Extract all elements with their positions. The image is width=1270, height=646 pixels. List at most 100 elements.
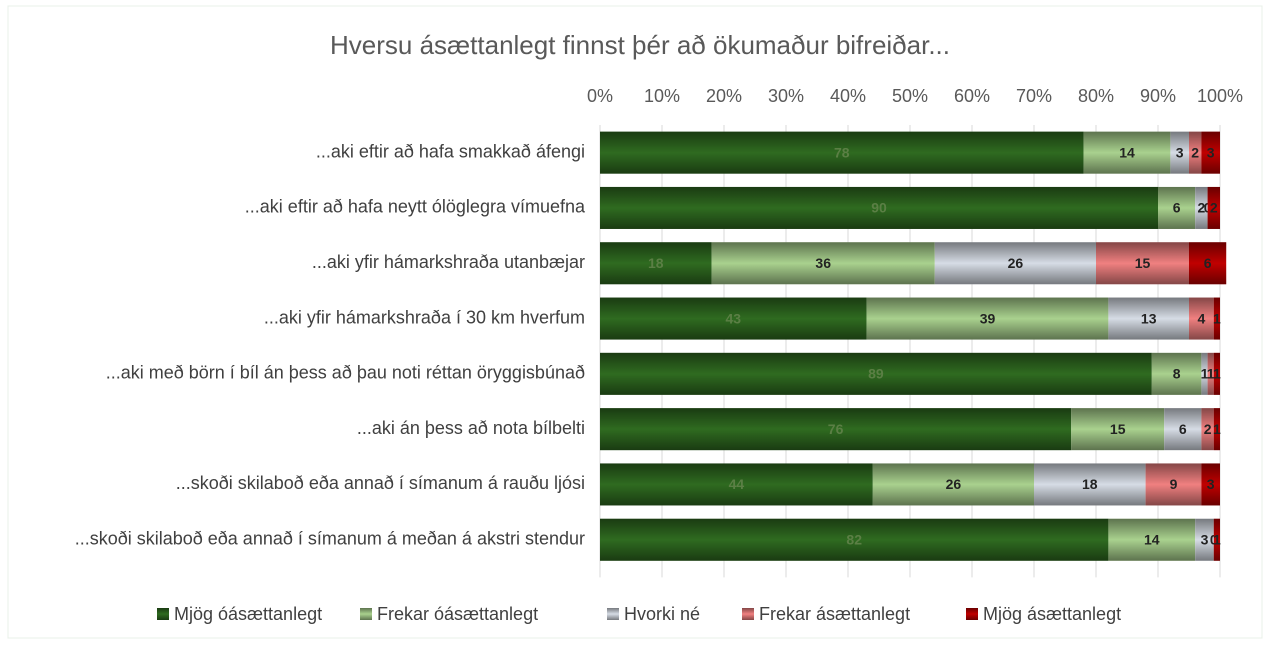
bar-shade: [1096, 242, 1189, 285]
data-label: 3: [1207, 144, 1215, 160]
category-label: ...aki yfir hámarkshraða utanbæjar: [312, 252, 585, 272]
legend-label: Mjög óásættanlegt: [174, 604, 322, 624]
data-label: 3: [1207, 476, 1215, 492]
bar-shade: [600, 297, 867, 340]
bar-shade: [1189, 131, 1202, 174]
bar-shade: [1145, 463, 1202, 506]
bar-shade: [1195, 518, 1214, 561]
bar-shade: [1108, 297, 1189, 340]
data-label: 26: [1008, 255, 1024, 271]
legend-swatch-shade: [157, 608, 169, 620]
bar-shade: [1170, 131, 1189, 174]
category-label: ...aki eftir að hafa neytt ólöglegra vím…: [245, 197, 586, 217]
data-label: 6: [1179, 421, 1187, 437]
data-label: 90: [871, 200, 887, 216]
x-tick-label: 50%: [892, 86, 928, 106]
category-label: ...aki yfir hámarkshraða í 30 km hverfum: [264, 307, 585, 327]
data-label: 78: [834, 144, 850, 160]
bar-shade: [1189, 242, 1227, 285]
bar-shade: [1207, 186, 1220, 229]
bar-shade: [1201, 463, 1220, 506]
data-label: 14: [1119, 144, 1135, 160]
bar-shade: [600, 518, 1109, 561]
category-label: ...skoði skilaboð eða annað í símanum á …: [75, 529, 585, 549]
data-label: 13: [1141, 310, 1157, 326]
data-label: 76: [828, 421, 844, 437]
x-tick-label: 100%: [1197, 86, 1243, 106]
legend-label: Hvorki né: [624, 604, 700, 624]
x-tick-label: 80%: [1078, 86, 1114, 106]
data-label: 15: [1135, 255, 1151, 271]
legend-swatch-shade: [966, 608, 978, 620]
data-label: 8: [1173, 366, 1181, 382]
bar-shade: [1108, 518, 1196, 561]
bar-shade: [1071, 408, 1165, 451]
bar-shade: [1201, 408, 1214, 451]
bar-shade: [1151, 352, 1202, 395]
x-tick-label: 60%: [954, 86, 990, 106]
bar-shade: [1213, 408, 1220, 451]
data-label: 26: [946, 476, 962, 492]
data-label: 1: [1201, 366, 1209, 382]
bar-shade: [600, 242, 712, 285]
bar-shade: [1201, 352, 1208, 395]
data-label: 1: [1213, 366, 1221, 382]
data-label: 14: [1144, 531, 1160, 547]
category-label: ...aki með börn í bíl án þess að þau not…: [106, 363, 585, 383]
data-label: 44: [729, 476, 745, 492]
bar-shade: [600, 408, 1072, 451]
data-label: 1: [1213, 310, 1221, 326]
bar-shade: [1189, 297, 1214, 340]
bar-shade: [1213, 297, 1220, 340]
bar-shade: [600, 463, 873, 506]
data-label: 9: [1170, 476, 1178, 492]
bar-shade: [866, 297, 1109, 340]
legend-swatch-shade: [360, 608, 372, 620]
data-label: 2: [1191, 144, 1199, 160]
bar-shade: [1034, 463, 1146, 506]
data-label: 89: [868, 366, 884, 382]
bar-shade: [1201, 131, 1220, 174]
legend-swatch-shade: [742, 608, 754, 620]
data-label: 3: [1201, 531, 1209, 547]
data-label: 6: [1204, 255, 1212, 271]
data-label: 15: [1110, 421, 1126, 437]
bar-shade: [600, 186, 1158, 229]
category-label: ...skoði skilaboð eða annað í símanum á …: [176, 473, 585, 493]
category-label: ...aki eftir að hafa smakkað áfengi: [316, 141, 585, 161]
bar-shade: [600, 352, 1152, 395]
bar-shade: [872, 463, 1034, 506]
data-label: 1: [1207, 366, 1215, 382]
chart-frame: [7, 5, 1263, 639]
data-label: 4: [1198, 310, 1206, 326]
bar-shade: [1158, 186, 1196, 229]
legend-swatch-shade: [607, 608, 619, 620]
x-tick-label: 90%: [1140, 86, 1176, 106]
legend-label: Frekar ásættanlegt: [759, 604, 910, 624]
bar-shade: [600, 131, 1084, 174]
data-label: 2: [1210, 200, 1218, 216]
data-label: 2: [1198, 200, 1206, 216]
data-label: 1: [1213, 421, 1221, 437]
data-label: 18: [1082, 476, 1098, 492]
x-tick-label: 40%: [830, 86, 866, 106]
bar-shade: [711, 242, 935, 285]
x-tick-label: 70%: [1016, 86, 1052, 106]
data-label: 43: [726, 310, 742, 326]
bar-shade: [1213, 518, 1220, 561]
bar-shade: [1207, 352, 1214, 395]
legend-label: Mjög ásættanlegt: [983, 604, 1121, 624]
data-label: 36: [815, 255, 831, 271]
x-tick-label: 20%: [706, 86, 742, 106]
bar-shade: [1213, 352, 1220, 395]
bar-shade: [1083, 131, 1171, 174]
chart-title: Hversu ásættanlegt finnst þér að ökumaðu…: [330, 30, 950, 60]
data-label: 3: [1176, 144, 1184, 160]
x-tick-label: 0%: [587, 86, 613, 106]
data-label: 82: [846, 531, 862, 547]
data-label: 39: [980, 310, 996, 326]
data-label: 2: [1204, 421, 1212, 437]
x-tick-label: 10%: [644, 86, 680, 106]
data-label: 18: [648, 255, 664, 271]
